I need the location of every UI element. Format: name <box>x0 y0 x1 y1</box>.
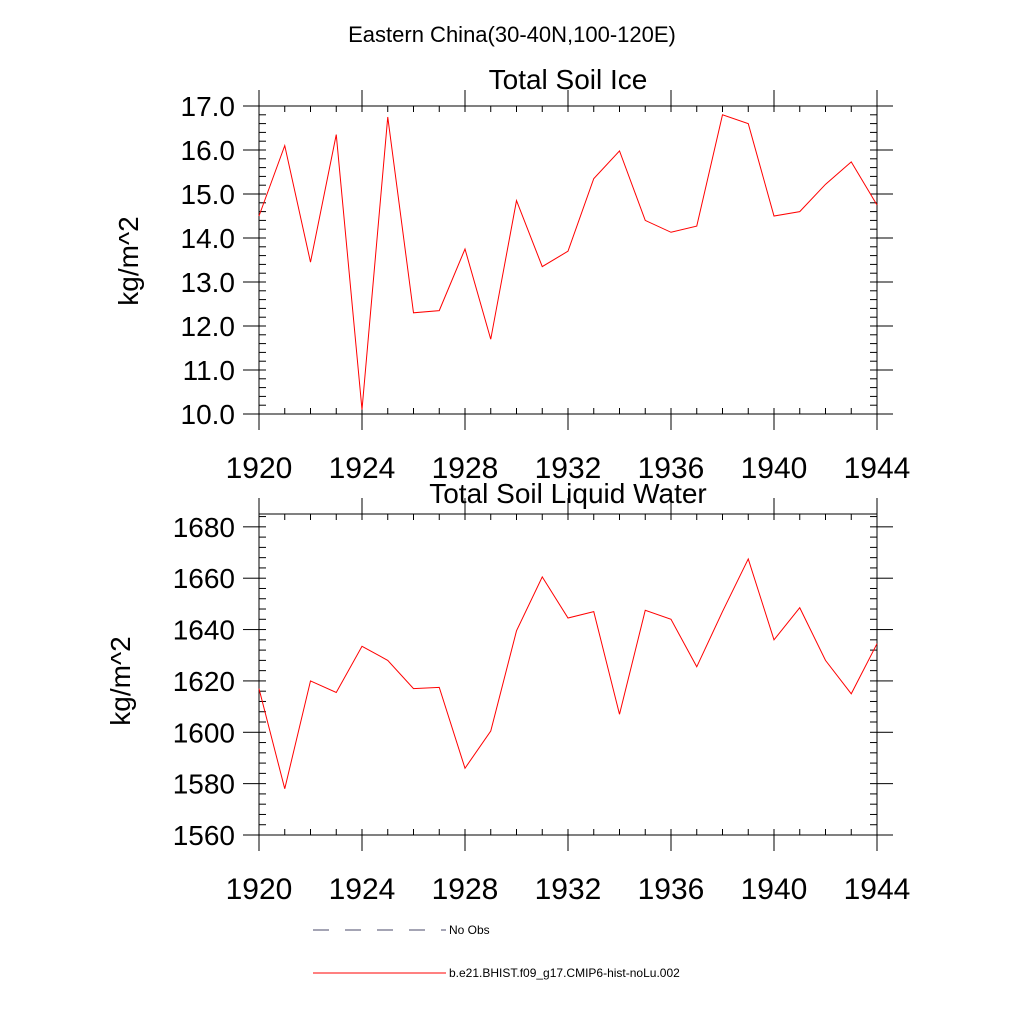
y-tick-label: 10.0 <box>181 399 236 430</box>
x-tick-label: 1940 <box>741 873 808 906</box>
y-axis-label: kg/m^2 <box>105 636 136 725</box>
y-axis-label: kg/m^2 <box>113 216 144 305</box>
chart-title: Total Soil Ice <box>489 64 648 95</box>
y-tick-label: 1560 <box>173 820 235 851</box>
y-tick-label: 15.0 <box>181 179 236 210</box>
legend-label-no-obs: No Obs <box>449 923 490 937</box>
x-tick-label: 1944 <box>844 873 911 906</box>
y-tick-label: 17.0 <box>181 91 236 122</box>
x-tick-label: 1932 <box>535 452 602 485</box>
series-line <box>258 114 878 410</box>
y-tick-label: 13.0 <box>181 267 236 298</box>
y-tick-label: 14.0 <box>181 223 236 254</box>
x-tick-label: 1932 <box>535 873 602 906</box>
y-tick-label: 1620 <box>173 666 235 697</box>
series-line <box>258 557 878 789</box>
x-tick-label: 1920 <box>226 873 293 906</box>
y-tick-label: 16.0 <box>181 135 236 166</box>
legend-label-model-run: b.e21.BHIST.f09_g17.CMIP6-hist-noLu.002 <box>449 966 680 980</box>
x-tick-label: 1944 <box>844 452 911 485</box>
x-tick-label: 1920 <box>226 452 293 485</box>
x-tick-label: 1936 <box>638 873 705 906</box>
plot-frame <box>258 513 878 836</box>
y-tick-label: 1640 <box>173 615 235 646</box>
y-tick-label: 1680 <box>173 512 235 543</box>
y-tick-label: 1580 <box>173 769 235 800</box>
y-tick-label: 12.0 <box>181 311 236 342</box>
chart-total-soil-ice: Total Soil Ice kg/m^2 1920 1924 1928 1932 19… <box>113 64 910 485</box>
x-tick-label: 1940 <box>741 452 808 485</box>
x-tick-label: 1936 <box>638 452 705 485</box>
y-tick-label: 1660 <box>173 563 235 594</box>
x-tick-label: 1928 <box>432 452 499 485</box>
plot-frame <box>258 105 878 415</box>
x-tick-label: 1924 <box>329 873 396 906</box>
x-tick-label: 1928 <box>432 873 499 906</box>
y-tick-label: 1600 <box>173 717 235 748</box>
figure-title: Eastern China(30-40N,100-120E) <box>348 22 676 47</box>
chart-total-soil-liquid-water: Total Soil Liquid Water kg/m^2 1920 1924 1… <box>105 478 910 906</box>
x-tick-label: 1924 <box>329 452 396 485</box>
y-tick-label: 11.0 <box>183 355 235 386</box>
legend: No Obs b.e21.BHIST.f09_g17.CMIP6-hist-no… <box>313 923 680 980</box>
